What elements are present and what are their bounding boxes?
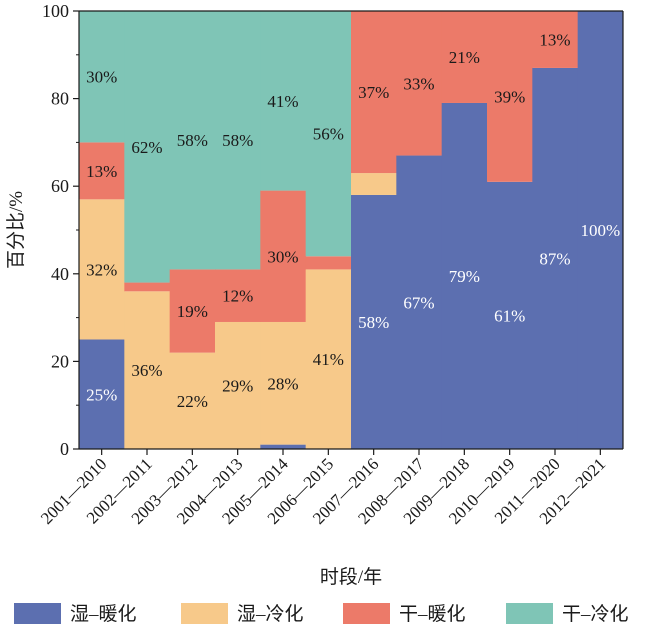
- bar-segment-1-3: [124, 11, 171, 283]
- bar-label-8-0: 79%: [449, 267, 480, 286]
- y-axis-title: 百分比/%: [5, 191, 27, 269]
- bar-segment-3-3: [215, 11, 261, 270]
- bar-segment-4-2: [260, 190, 307, 322]
- bar-segment-4-3: [260, 11, 307, 191]
- bar-label-4-3: 41%: [267, 92, 298, 111]
- y-tick-label-3: 60: [51, 176, 69, 196]
- bar-segment-1-2: [124, 282, 171, 292]
- bar-label-5-1: 41%: [313, 350, 344, 369]
- bar-segment-3-2: [215, 269, 261, 322]
- bar-segment-0-3: [79, 11, 125, 143]
- bar-label-0-0: 25%: [86, 385, 117, 404]
- bar-label-0-1: 32%: [86, 260, 117, 279]
- bar-segment-9-2: [487, 11, 533, 182]
- bar-label-9-2: 39%: [494, 87, 525, 106]
- bar-segment-4-1: [260, 321, 307, 445]
- y-tick-label-2: 40: [51, 264, 69, 284]
- bar-label-6-0: 58%: [358, 313, 389, 332]
- bar-segment-6-0: [351, 194, 397, 449]
- legend-swatch-2: [343, 603, 390, 624]
- bar-segment-10-2: [532, 11, 579, 68]
- bar-segment-7-2: [396, 11, 443, 156]
- bar-label-1-3: 62%: [131, 138, 162, 157]
- bar-label-10-0: 87%: [539, 249, 570, 268]
- legend-swatch-1: [181, 603, 228, 624]
- bar-segment-6-2: [351, 11, 397, 174]
- bar-label-0-2: 13%: [86, 162, 117, 181]
- bar-segment-5-3: [305, 11, 352, 257]
- bar-segment-6-1: [351, 173, 397, 195]
- legend-item-0: 湿–暖化: [14, 603, 137, 625]
- bar-label-0-3: 30%: [86, 68, 117, 87]
- bar-segment-0-2: [79, 142, 125, 200]
- bar-segment-5-2: [305, 256, 352, 270]
- bar-segment-8-2: [441, 11, 488, 103]
- x-axis-title: 时段/年: [320, 566, 382, 588]
- bar-segment-7-0: [396, 155, 443, 450]
- bar-segment-4-0: [260, 444, 307, 449]
- y-tick-label-1: 20: [51, 351, 69, 371]
- legend-label-2: 干–暖化: [399, 603, 466, 625]
- bar-label-4-2: 30%: [267, 247, 298, 266]
- bar-label-2-3: 58%: [177, 131, 208, 150]
- bar-segment-9-0: [487, 181, 533, 449]
- legend-label-1: 湿–冷化: [237, 603, 304, 625]
- bar-label-2-1: 22%: [177, 392, 208, 411]
- bar-segment-11-0: [577, 11, 624, 449]
- legend-label-3: 干–冷化: [562, 603, 629, 625]
- y-tick-label-4: 80: [51, 89, 69, 109]
- y-tick-label-5: 100: [42, 1, 69, 21]
- bar-label-5-3: 56%: [313, 125, 344, 144]
- bar-label-10-2: 13%: [539, 30, 570, 49]
- legend-item-1: 湿–冷化: [181, 603, 304, 625]
- legend-swatch-3: [506, 603, 553, 624]
- bar-segment-0-0: [79, 339, 125, 449]
- bar-segment-0-1: [79, 199, 125, 340]
- bar-label-2-2: 19%: [177, 302, 208, 321]
- bar-label-7-0: 67%: [403, 293, 434, 312]
- bar-segment-1-1: [124, 291, 171, 449]
- bar-label-7-2: 33%: [403, 74, 434, 93]
- bar-segment-8-0: [441, 102, 488, 449]
- bar-label-3-3: 58%: [222, 131, 253, 150]
- bar-segment-2-2: [169, 269, 216, 353]
- bar-segment-10-0: [532, 67, 579, 449]
- y-tick-label-0: 0: [60, 439, 69, 459]
- legend-item-3: 干–冷化: [506, 603, 629, 625]
- bar-segment-3-1: [215, 321, 261, 449]
- bar-label-4-1: 28%: [267, 374, 298, 393]
- legend: 湿–暖化 湿–冷化 干–暖化 干–冷化: [14, 603, 629, 625]
- bar-label-11-0: 100%: [580, 221, 620, 240]
- bar-label-6-2: 37%: [358, 83, 389, 102]
- bar-label-9-0: 61%: [494, 306, 525, 325]
- legend-item-2: 干–暖化: [343, 603, 466, 625]
- bar-segment-5-1: [305, 269, 352, 449]
- legend-label-0: 湿–暖化: [70, 603, 137, 625]
- plot-area: 25% 32% 13% 30% 36% 62% 22% 19% 58% 29% 12% 58% 28% 3…: [79, 11, 624, 450]
- bar-label-3-2: 12%: [222, 287, 253, 306]
- bar-label-3-1: 29%: [222, 376, 253, 395]
- bar-label-8-2: 21%: [449, 48, 480, 67]
- bar-segment-2-1: [169, 352, 216, 449]
- legend-swatch-0: [14, 603, 61, 624]
- bar-segment-2-3: [169, 11, 216, 270]
- bar-label-1-1: 36%: [131, 361, 162, 380]
